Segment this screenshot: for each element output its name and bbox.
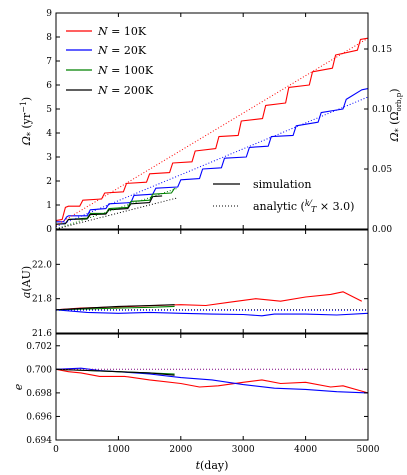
top-axes-frame — [55, 12, 369, 230]
middle-ytick-label: 22.0 — [32, 260, 52, 270]
panel-middle: 21.6 21.8 22.0 a(AU) — [20, 229, 369, 339]
top-ytick-label: 6 — [46, 81, 52, 91]
legend-label-n20k: N = 20K — [97, 44, 147, 57]
top-ytick-label: 7 — [46, 57, 52, 67]
top-ytick-label: 9 — [46, 9, 52, 19]
top-ytick-label: 4 — [46, 129, 52, 139]
panel-bottom: 0.694 0.696 0.698 0.700 0.702 0 1000 2000 3000 40… — [12, 333, 380, 472]
middle-ytick-label: 21.8 — [32, 295, 52, 305]
omega-unit: (yr — [20, 112, 33, 132]
t-unit: (day) — [200, 459, 228, 472]
right-close: ) — [388, 88, 401, 92]
legend-label-n100k: N = 100K — [97, 64, 154, 77]
top-series-line-0 — [56, 37, 368, 222]
top-right-ytick-label: 0.00 — [372, 225, 392, 235]
analytic-T: T — [311, 205, 317, 214]
bot-ylabel: e — [12, 383, 25, 390]
bottom-ytick-label: 0.698 — [26, 389, 52, 399]
analytic-k: k — [305, 199, 310, 208]
analytic-slash: ⁄ — [308, 199, 313, 208]
top-series-line-5 — [56, 96, 368, 228]
bottom-series-line-1 — [56, 367, 368, 394]
legend-n20k-val: 20K — [124, 44, 147, 57]
omega-close: ) — [20, 97, 33, 101]
middle-ytick-label: 21.6 — [32, 329, 52, 339]
top-series-line-7 — [56, 197, 178, 229]
bottom-series-line-3 — [56, 368, 175, 376]
top-right-ytick-label: 0.15 — [372, 45, 392, 55]
top-right-ylabel: Ω* (Ωorb,p) — [388, 88, 403, 142]
right-sym: Ω — [388, 132, 401, 142]
legend-n10k-val: 10K — [124, 25, 147, 38]
bottom-ytick-label: 0.694 — [26, 436, 52, 446]
top-ytick-label: 2 — [46, 177, 52, 187]
mid-ticks-group: 21.6 21.8 22.0 — [32, 230, 369, 339]
top-ytick-label: 1 — [46, 201, 52, 211]
top-ytick-label: 0 — [46, 225, 52, 235]
panel-top: 0 1 2 3 4 5 6 7 8 9 0.00 0.05 0.10 0.15 N = 10K N = 2… — [19, 9, 403, 235]
legend-label-simulation: simulation — [253, 178, 311, 191]
legend-label-n10k: N = 10K — [97, 25, 147, 38]
top-ytick-label: 8 — [46, 33, 52, 43]
omega-sub: * — [26, 132, 35, 136]
omega-exp: −1 — [19, 101, 28, 113]
middle-series-line-2 — [56, 305, 175, 311]
legend-n20k-eq: N = — [97, 44, 124, 57]
mid-series-group — [56, 291, 368, 317]
top-series-line-4 — [56, 37, 368, 226]
bottom-xtick-label: 3000 — [232, 445, 255, 455]
mid-axes-frame — [55, 229, 369, 334]
bottom-xtick-label: 0 — [53, 445, 59, 455]
top-ylabel: Ω* (yr−1) — [19, 97, 35, 146]
top-series-line-6 — [56, 187, 178, 229]
legend-n100k-eq: N = — [97, 64, 124, 77]
bot-axes-frame — [55, 333, 369, 441]
bottom-ytick-label: 0.696 — [26, 412, 52, 422]
analytic-post: × 3.0) — [316, 200, 354, 213]
legend-style: simulation analytic (k⁄T × 3.0) — [213, 178, 354, 214]
legend-label-n200k: N = 200K — [97, 84, 154, 97]
middle-series-line-1 — [56, 309, 368, 317]
legend-n200k-val: 200K — [124, 84, 154, 97]
bottom-ytick-label: 0.702 — [26, 342, 52, 352]
top-right-ytick-label: 0.10 — [372, 105, 392, 115]
legend-n100k-val: 100K — [124, 64, 154, 77]
top-ytick-label: 5 — [46, 105, 52, 115]
right-orb: orb,p — [395, 92, 403, 111]
legend-n10k-eq: N = — [97, 25, 124, 38]
bottom-xtick-label: 2000 — [169, 445, 192, 455]
top-series-line-1 — [56, 88, 368, 223]
bot-series-group — [56, 367, 368, 394]
middle-series-line-3 — [56, 304, 175, 311]
top-right-ytick-label: 0.05 — [372, 165, 392, 175]
analytic-pre: analytic ( — [253, 200, 305, 213]
bottom-ytick-label: 0.700 — [26, 365, 52, 375]
bot-xlabel: t(day) — [196, 459, 229, 472]
bot-ticks-group: 0.694 0.696 0.698 0.700 0.702 0 1000 2000 3000 40… — [26, 334, 380, 455]
a-unit: (AU) — [20, 266, 33, 292]
bottom-xtick-label: 1000 — [107, 445, 130, 455]
mid-ylabel: a(AU) — [20, 266, 33, 298]
right-open: (Ω — [388, 112, 401, 129]
a-label: a — [20, 292, 33, 299]
top-series-group — [56, 37, 368, 229]
right-sub: * — [394, 128, 403, 132]
legend-n: N = 10K N = 20K N = 100K N = 200K — [66, 25, 154, 97]
t-label: t — [196, 459, 201, 472]
omega-sym: Ω — [20, 136, 33, 146]
top-ticks-group: 0 1 2 3 4 5 6 7 8 9 0.00 0.05 0.10 0.15 — [46, 9, 392, 235]
bottom-xtick-label: 5000 — [357, 445, 380, 455]
legend-label-analytic: analytic (k⁄T × 3.0) — [253, 199, 354, 214]
bottom-xtick-label: 4000 — [294, 445, 317, 455]
bottom-series-line-0 — [56, 368, 368, 394]
top-ytick-label: 3 — [46, 153, 52, 163]
legend-n200k-eq: N = — [97, 84, 124, 97]
